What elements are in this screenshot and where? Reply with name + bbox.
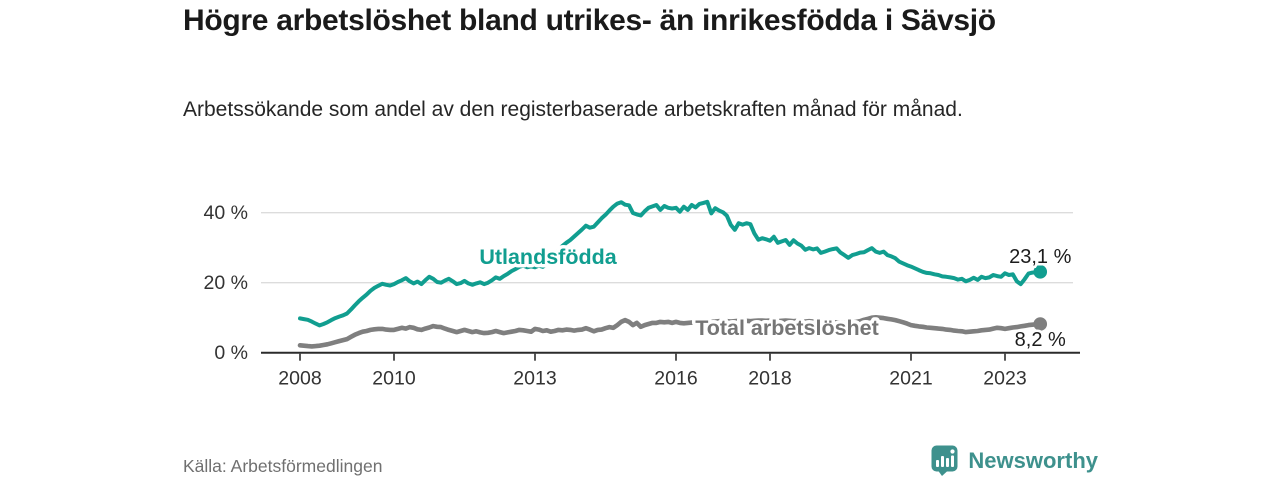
source-text: Källa: Arbetsförmedlingen: [183, 456, 383, 476]
newsworthy-wordmark: Newsworthy: [968, 447, 1098, 473]
line-chart: 0 % 20 % 40 % 2008 2010 2013 2016 2018 2021 2023 U…: [204, 199, 1080, 390]
page-title: Högre arbetslöshet bland utrikes- än inr…: [183, 4, 996, 37]
series-end-dot: [1033, 317, 1048, 331]
newsworthy-brand: Newsworthy: [931, 445, 1098, 476]
series-line-utlandsfodda: [298, 199, 1043, 328]
series-label: Utlandsfödda: [479, 245, 617, 269]
y-tick-label: 0 %: [214, 342, 248, 364]
x-tick-label: 2010: [372, 368, 416, 390]
y-tick-label: 20 %: [204, 272, 248, 294]
x-tick-label: 2013: [513, 368, 556, 390]
page-subtitle: Arbetssökande som andel av den registerb…: [183, 98, 963, 121]
x-tick-label: 2021: [889, 368, 932, 390]
y-tick-label: 40 %: [204, 202, 248, 224]
series-label: Total arbetslöshet: [695, 316, 879, 340]
x-tick-label: 2008: [278, 368, 321, 390]
end-value-label: 23,1 %: [1009, 246, 1071, 268]
end-value-label: 8,2 %: [1015, 329, 1066, 351]
x-tick-label: 2018: [748, 368, 791, 390]
x-tick-label: 2016: [654, 368, 697, 390]
series-end-dot: [1033, 265, 1048, 279]
series-line-total: [297, 315, 1043, 349]
x-tick-label: 2023: [983, 368, 1026, 390]
newsworthy-logo-icon: [931, 445, 958, 476]
